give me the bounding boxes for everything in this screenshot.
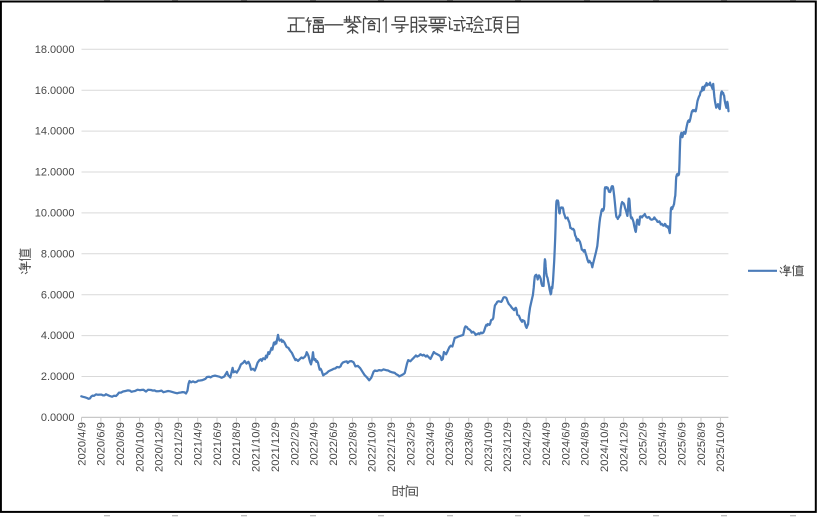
svg-text:2024/8/9: 2024/8/9 bbox=[580, 422, 592, 466]
svg-text:2024/10/9: 2024/10/9 bbox=[599, 422, 611, 472]
svg-text:2022/6/9: 2022/6/9 bbox=[328, 422, 340, 466]
svg-text:2023/6/9: 2023/6/9 bbox=[444, 422, 456, 466]
svg-text:2020/12/9: 2020/12/9 bbox=[154, 422, 166, 472]
svg-text:2025/10/9: 2025/10/9 bbox=[715, 422, 727, 472]
svg-text:2025/4/9: 2025/4/9 bbox=[657, 422, 669, 466]
svg-text:2023/8/9: 2023/8/9 bbox=[464, 422, 476, 466]
svg-text:16.0000: 16.0000 bbox=[35, 85, 75, 97]
svg-text:2021/2/9: 2021/2/9 bbox=[173, 422, 185, 466]
svg-text:2021/8/9: 2021/8/9 bbox=[231, 422, 243, 466]
svg-text:2023/10/9: 2023/10/9 bbox=[483, 422, 495, 472]
svg-text:18.0000: 18.0000 bbox=[35, 44, 75, 56]
svg-text:2020/4/9: 2020/4/9 bbox=[76, 422, 88, 466]
svg-text:2.0000: 2.0000 bbox=[41, 371, 75, 383]
svg-text:2022/4/9: 2022/4/9 bbox=[309, 422, 321, 466]
svg-text:8.0000: 8.0000 bbox=[41, 248, 75, 260]
svg-text:2023/2/9: 2023/2/9 bbox=[405, 422, 417, 466]
svg-text:0.0000: 0.0000 bbox=[41, 412, 75, 424]
svg-text:6.0000: 6.0000 bbox=[41, 289, 75, 301]
svg-text:2022/8/9: 2022/8/9 bbox=[347, 422, 359, 466]
svg-text:2025/6/9: 2025/6/9 bbox=[677, 422, 689, 466]
svg-text:2024/6/9: 2024/6/9 bbox=[560, 422, 572, 466]
svg-text:2025/2/9: 2025/2/9 bbox=[638, 422, 650, 466]
svg-text:2020/10/9: 2020/10/9 bbox=[134, 422, 146, 472]
svg-text:2023/12/9: 2023/12/9 bbox=[502, 422, 514, 472]
svg-text:2022/2/9: 2022/2/9 bbox=[289, 422, 301, 466]
svg-text:2020/6/9: 2020/6/9 bbox=[96, 422, 108, 466]
svg-text:14.0000: 14.0000 bbox=[35, 126, 75, 138]
svg-text:2021/4/9: 2021/4/9 bbox=[193, 422, 205, 466]
svg-text:2024/2/9: 2024/2/9 bbox=[522, 422, 534, 466]
svg-text:2022/10/9: 2022/10/9 bbox=[367, 422, 379, 472]
svg-text:2021/6/9: 2021/6/9 bbox=[212, 422, 224, 466]
svg-text:2025/8/9: 2025/8/9 bbox=[696, 422, 708, 466]
svg-text:2021/12/9: 2021/12/9 bbox=[270, 422, 282, 472]
svg-text:12.0000: 12.0000 bbox=[35, 167, 75, 179]
svg-text:2021/10/9: 2021/10/9 bbox=[251, 422, 263, 472]
svg-text:4.0000: 4.0000 bbox=[41, 330, 75, 342]
svg-text:2022/12/9: 2022/12/9 bbox=[386, 422, 398, 472]
svg-text:2024/4/9: 2024/4/9 bbox=[541, 422, 553, 466]
svg-text:2020/8/9: 2020/8/9 bbox=[115, 422, 127, 466]
svg-text:2024/12/9: 2024/12/9 bbox=[618, 422, 630, 472]
svg-text:2023/4/9: 2023/4/9 bbox=[425, 422, 437, 466]
svg-text:10.0000: 10.0000 bbox=[35, 208, 75, 220]
